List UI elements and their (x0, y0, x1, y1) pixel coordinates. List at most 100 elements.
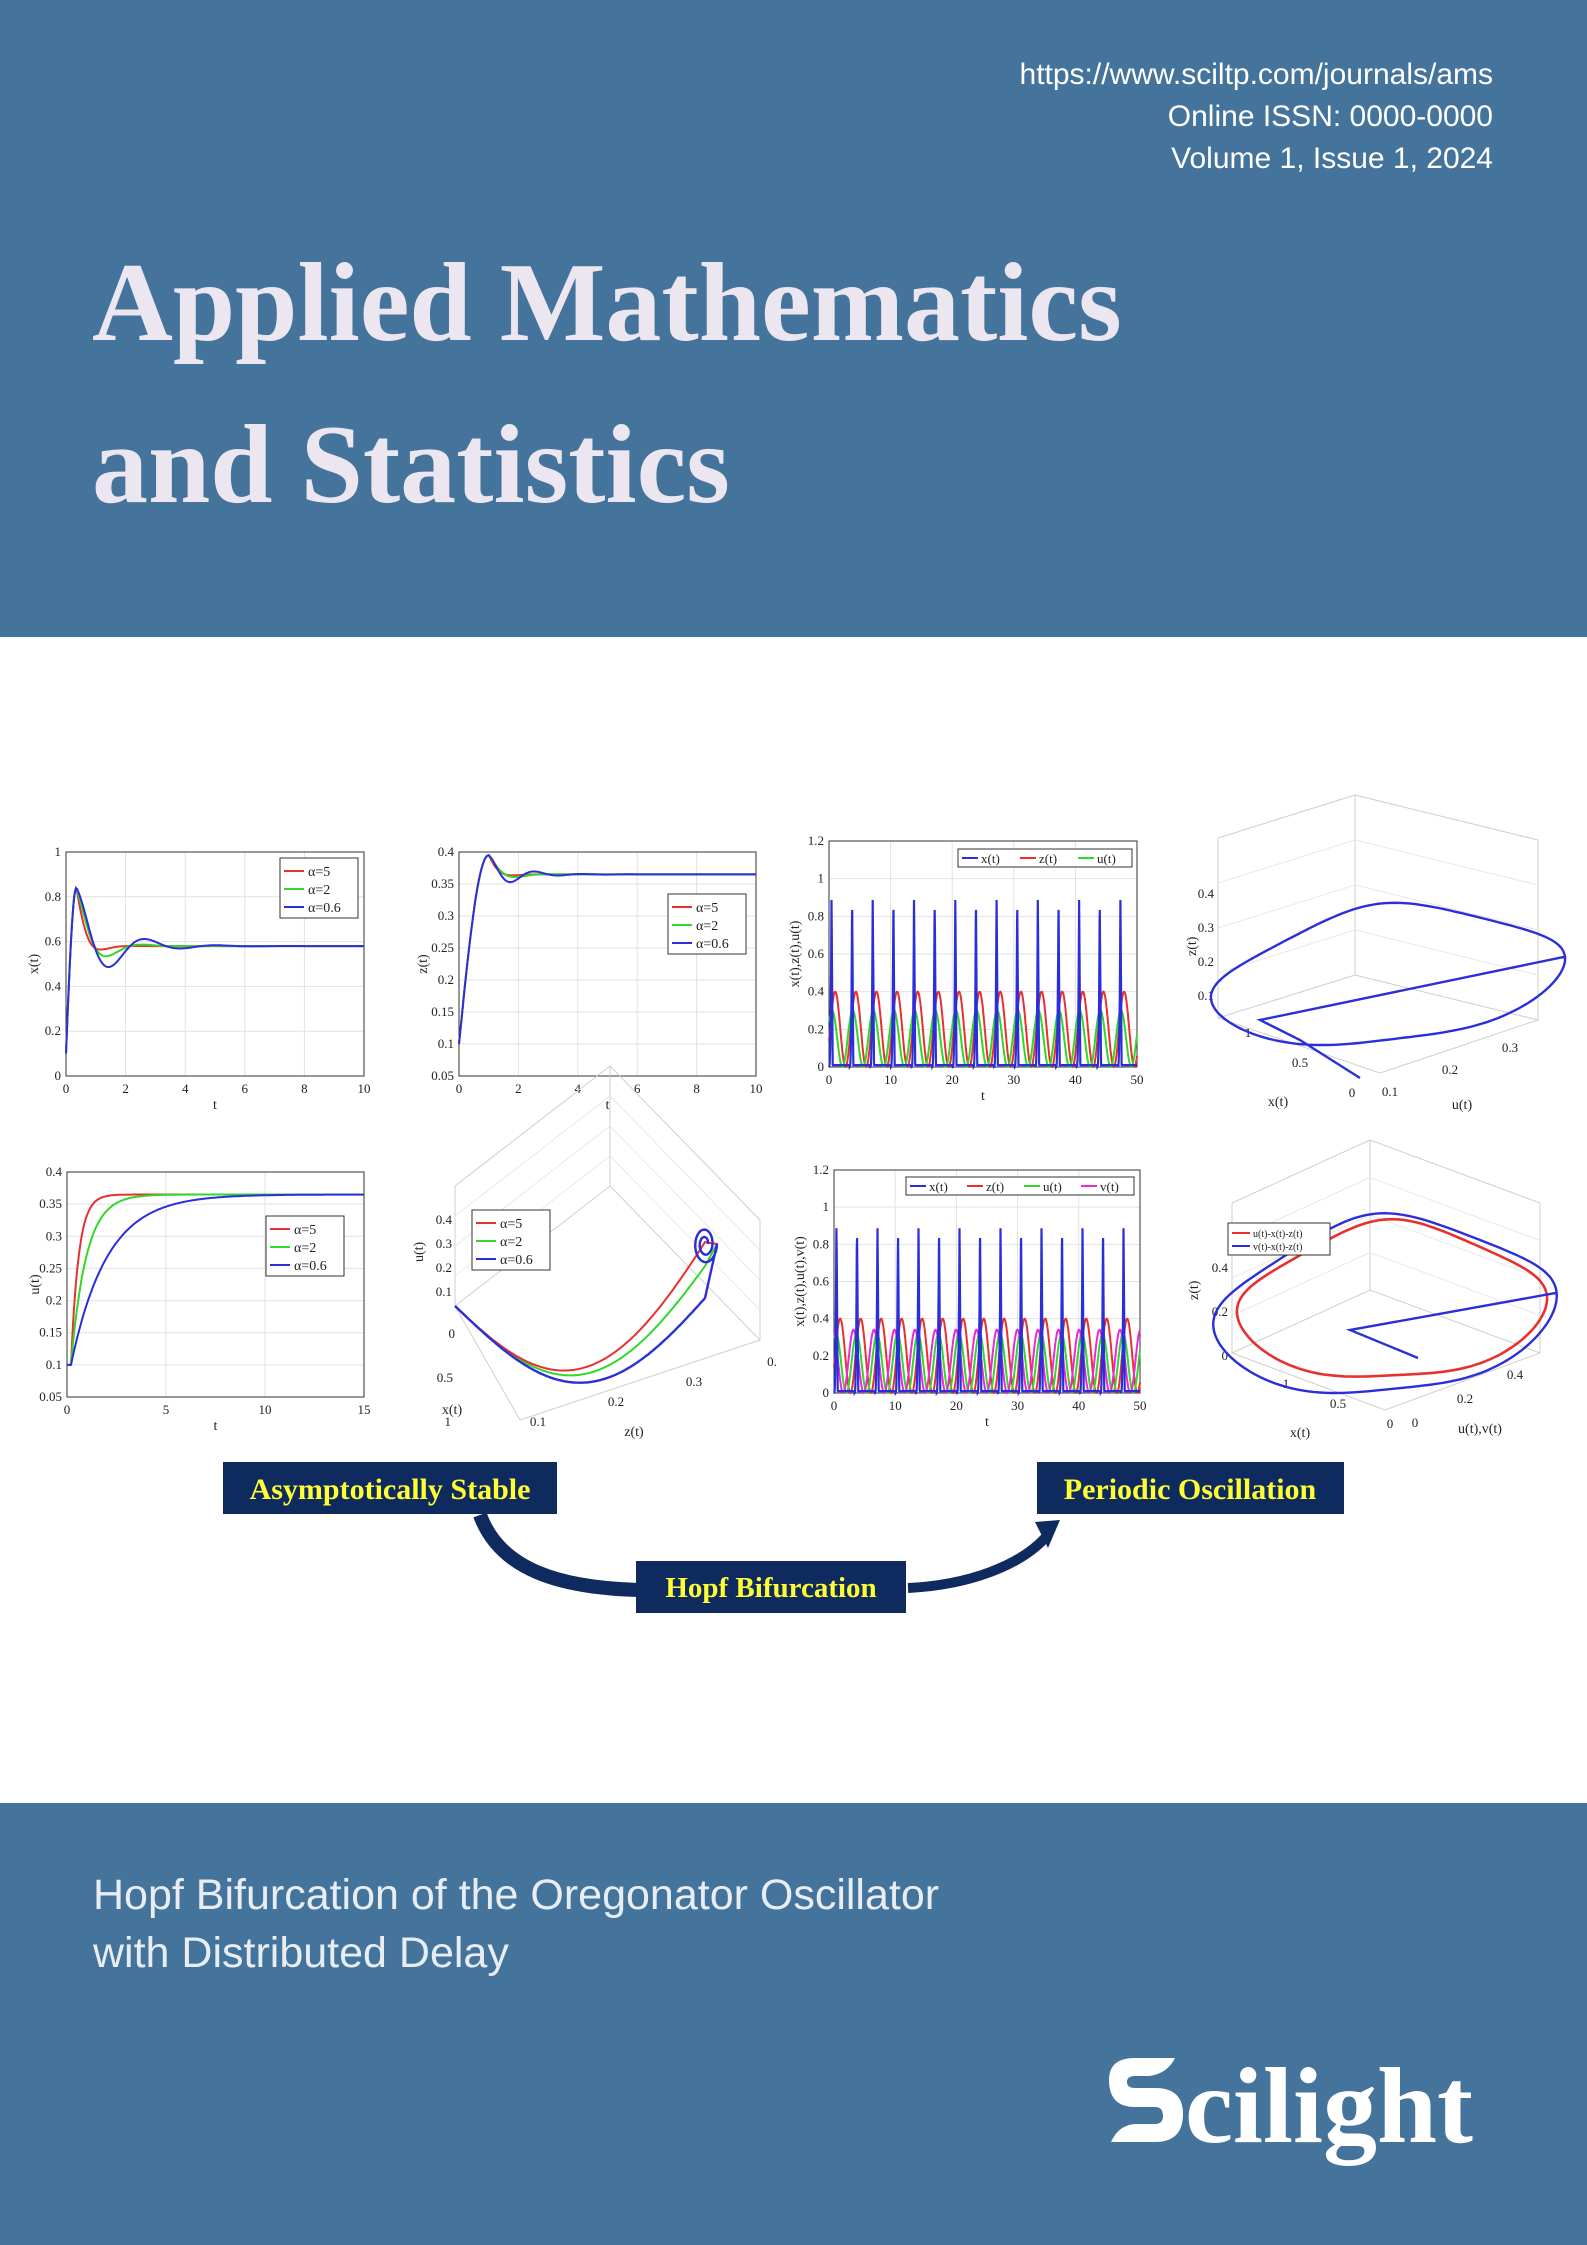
journal-volume: Volume 1, Issue 1, 2024 (1171, 142, 1493, 175)
y-tick-label: 0.8 (808, 908, 824, 923)
gridline (1354, 839, 1539, 886)
y-tick-label: 0.15 (39, 1325, 62, 1340)
z-tick-label: 0.3 (436, 1236, 452, 1251)
trajectory-line (1211, 1211, 1559, 1395)
y-tick-label: 0.35 (39, 1196, 62, 1211)
legend-entry: x(t) (981, 851, 1000, 866)
x-tick-label: 5 (163, 1402, 170, 1417)
scilight-logo[interactable]: cilight (1105, 2052, 1485, 2182)
x-tick-label: 0 (456, 1081, 463, 1096)
legend-entry: α=0.6 (294, 1259, 327, 1274)
journal-meta: https://www.sciltp.com/journals/ams Onli… (1020, 54, 1493, 180)
z-tick-label: 0.2 (436, 1260, 452, 1275)
legend-entry: x(t) (929, 1179, 948, 1194)
article-title-line2: with Distributed Delay (93, 1929, 509, 1977)
y-tick-label: 0.4 (45, 978, 62, 993)
logo-wordmark: cilight (1185, 2052, 1473, 2166)
z-tick-label: 0.3 (1198, 920, 1214, 935)
z-tick-label: 0.4 (1212, 1260, 1229, 1275)
gridline (454, 1065, 611, 1187)
series-line (828, 1009, 1138, 1069)
series-line (458, 854, 756, 1045)
x-tick-label: 10 (358, 1081, 371, 1096)
hopf-label: Hopf Bifurcation (665, 1572, 876, 1604)
x-tick-label: 10 (884, 1072, 897, 1087)
curved-arrow-right (907, 1534, 1049, 1593)
legend-entry: z(t) (986, 1179, 1004, 1194)
x-tick-label: 6 (242, 1081, 249, 1096)
y-tick-label: 0 (818, 1059, 825, 1074)
y-tick-label: 0.1 (530, 1414, 546, 1429)
series-line (828, 899, 1137, 1071)
legend-entry: z(t) (1039, 851, 1057, 866)
gridline (1231, 1139, 1371, 1204)
legend-entry: α=0.6 (500, 1253, 533, 1268)
z-axis-label: u(t) (412, 1241, 427, 1262)
y-tick-label: 1 (818, 871, 825, 886)
x-tick-label: 0 (449, 1326, 456, 1341)
y-tick-label: 0.35 (431, 876, 454, 891)
legend-entry: α=5 (308, 865, 330, 880)
floor-plane (1230, 1289, 1542, 1411)
trajectory-line (1235, 1217, 1549, 1378)
gridline (1354, 794, 1539, 841)
x-tick-label: 30 (1007, 1072, 1020, 1087)
journal-title: Applied Mathematics and Statistics (92, 222, 1122, 546)
x-tick-label: 0.5 (437, 1370, 453, 1385)
x-tick-label: 0 (826, 1072, 833, 1087)
y-tick-label: 0 (1412, 1415, 1419, 1430)
gridline (1369, 1139, 1541, 1204)
journal-url[interactable]: https://www.sciltp.com/journals/ams (1019, 58, 1493, 91)
plot-border (66, 1171, 365, 1398)
x-axis-label: t (606, 1098, 610, 1113)
x-tick-label: 0 (1387, 1416, 1394, 1431)
plot4: 0.10.20.30.400.510.10.20.3z(t)x(t) u(t) (1185, 794, 1567, 1113)
x-axis-label: x(t) (1268, 1095, 1289, 1110)
x-tick-label: 8 (693, 1081, 700, 1096)
y-tick-label: 0.2 (608, 1394, 624, 1409)
x-axis-label: t (985, 1415, 989, 1430)
y-tick-label: 0.6 (45, 934, 62, 949)
legend-entry: α=0.6 (696, 937, 729, 952)
x-axis-label: t (213, 1098, 217, 1113)
y-axis-label: u(t) (1452, 1098, 1473, 1113)
x-tick-label: 6 (634, 1081, 641, 1096)
y-axis-label: u(t) (28, 1274, 43, 1295)
gridline (1369, 1177, 1541, 1241)
plot-frame (66, 1171, 365, 1398)
x-tick-label: 0.5 (1292, 1055, 1308, 1070)
gridline (1217, 839, 1356, 884)
y-tick-label: 0.2 (1442, 1062, 1458, 1077)
gridline (609, 1125, 761, 1281)
x-axis-label: x(t) (1290, 1426, 1311, 1441)
x-tick-label: 20 (950, 1398, 963, 1413)
gridline (1231, 1252, 1371, 1316)
series-line (65, 886, 364, 1054)
z-tick-label: 0.2 (1198, 954, 1214, 969)
legend-entry: v(t) (1100, 1179, 1119, 1194)
stable-label-box (223, 1462, 557, 1514)
plot-frame (458, 851, 757, 1077)
curved-arrow-left (473, 1512, 641, 1597)
legend-entry: v(t)-x(t)-z(t) (1253, 1242, 1302, 1253)
x-tick-label: 10 (750, 1081, 763, 1096)
plot-border (828, 840, 1138, 1068)
y-tick-label: 0.8 (45, 889, 61, 904)
legend-entry: α=5 (500, 1217, 522, 1232)
y-tick-label: 0.2 (438, 972, 454, 987)
z-axis-label: z(t) (1185, 936, 1200, 956)
gridline (609, 1095, 761, 1251)
gridline (1217, 884, 1356, 929)
y-tick-label: 0.6 (813, 1274, 830, 1289)
trajectory-line (1209, 901, 1567, 1080)
x-tick-label: 10 (259, 1402, 272, 1417)
gridline (609, 1155, 761, 1311)
z-axis-label: z(t) (1187, 1280, 1202, 1300)
y-tick-label: 0. (767, 1354, 777, 1369)
series-line (828, 990, 1138, 1069)
x-tick-label: 30 (1011, 1398, 1024, 1413)
y-tick-label: 0.3 (438, 908, 454, 923)
gridline (609, 1065, 761, 1221)
x-tick-label: 10 (889, 1398, 902, 1413)
